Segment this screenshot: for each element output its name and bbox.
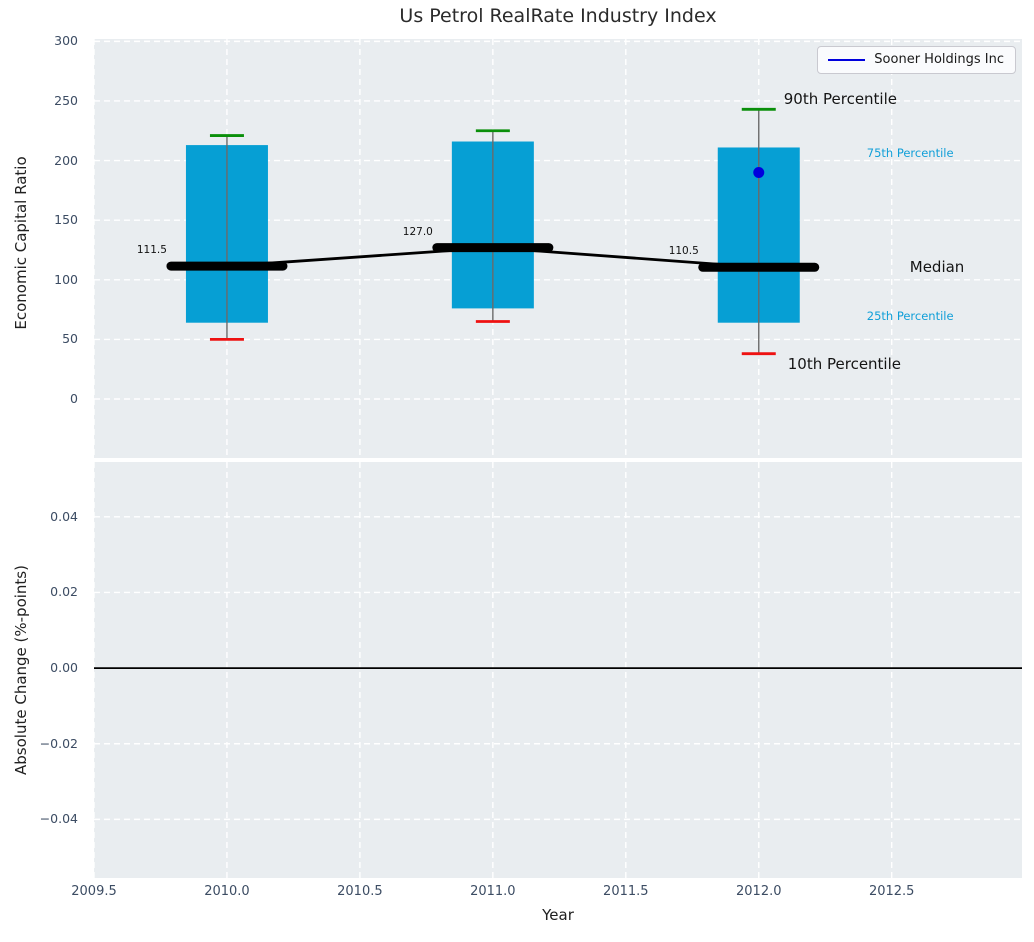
x-tick-label: 2010.0 (204, 884, 250, 899)
y-tick-label: 0.02 (50, 584, 78, 600)
x-tick-label: 2011.0 (470, 884, 516, 899)
y-tick-label: 0 (70, 390, 78, 406)
median-value-label: 127.0 (402, 225, 433, 238)
percentile-label-p25: 25th Percentile (866, 308, 954, 323)
x-tick-label: 2012.5 (868, 884, 915, 899)
y-axis-label-top: Economic Capital Ratio (12, 155, 30, 330)
chart-title: Us Petrol RealRate Industry Index (399, 5, 717, 27)
x-tick-label: 2011.5 (603, 884, 649, 899)
legend-label: Sooner Holdings Inc (874, 52, 1004, 67)
y-tick-label: 300 (54, 33, 78, 49)
legend: Sooner Holdings Inc (817, 46, 1016, 74)
y-tick-label: 0.00 (50, 660, 78, 676)
x-tick-label: 2012.0 (736, 884, 782, 899)
median-value-label: 111.5 (136, 244, 167, 257)
y-tick-label: 100 (54, 271, 78, 287)
percentile-label-p10: 10th Percentile (787, 354, 901, 373)
x-tick-label: 2009.5 (71, 884, 117, 899)
y-tick-label: 250 (54, 92, 78, 108)
percentile-label-p90: 90th Percentile (783, 90, 897, 109)
y-tick-label: 150 (54, 212, 78, 228)
bottom-panel (94, 462, 1022, 878)
x-axis-label: Year (542, 906, 574, 924)
median-value-label: 110.5 (668, 245, 699, 258)
percentile-label-median: Median (909, 258, 965, 277)
legend-line-swatch-icon (828, 59, 866, 61)
y-tick-label: 0.04 (50, 508, 78, 524)
x-tick-label: 2010.5 (337, 884, 383, 899)
percentile-label-p75: 75th Percentile (866, 146, 954, 161)
y-tick-label: −0.02 (39, 735, 78, 751)
y-tick-label: 200 (54, 152, 78, 168)
y-tick-label: 50 (62, 331, 78, 347)
y-tick-label: −0.04 (39, 811, 78, 827)
